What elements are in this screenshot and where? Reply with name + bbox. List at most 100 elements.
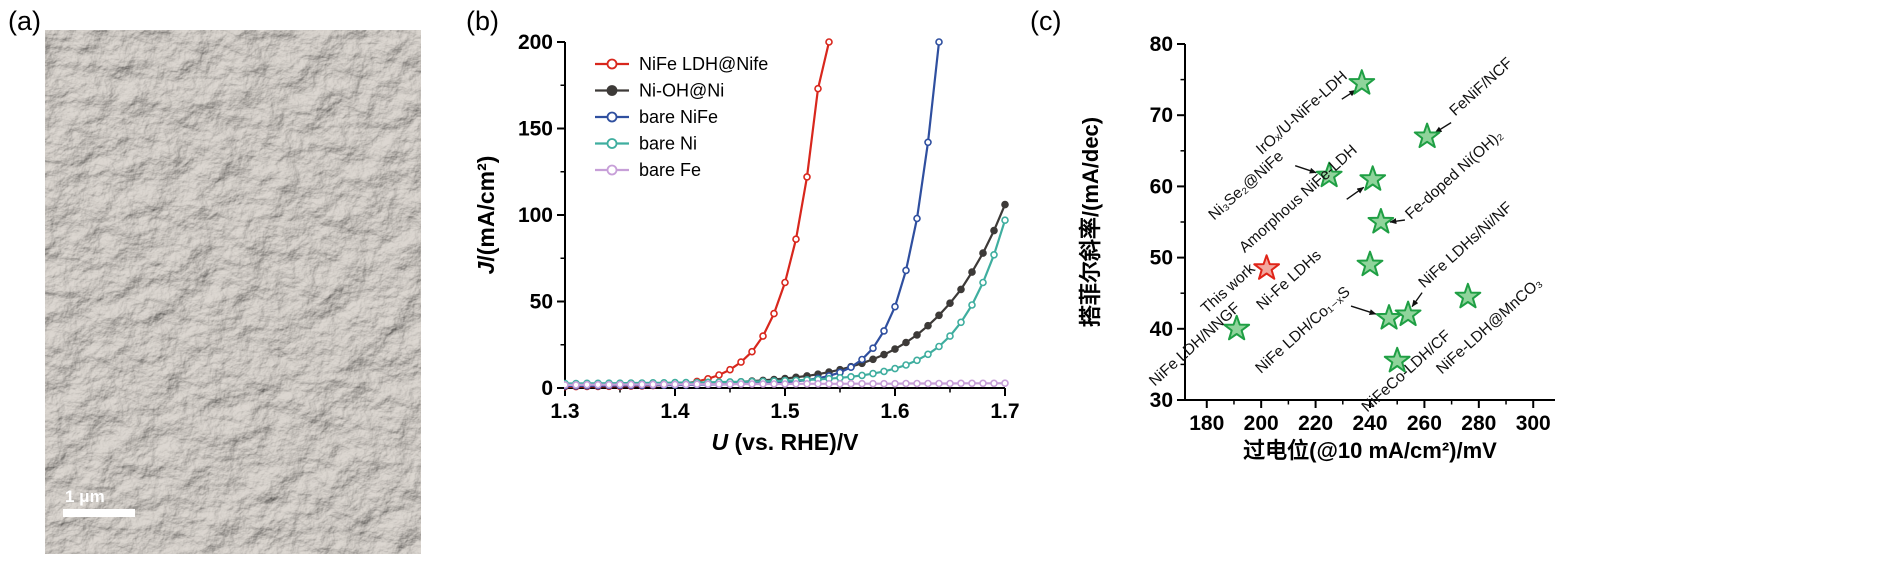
x-tick-label: 240 xyxy=(1352,412,1387,435)
panel-a-label: (a) xyxy=(8,6,41,36)
series-marker xyxy=(649,380,657,389)
series-marker xyxy=(671,380,679,389)
series-marker xyxy=(979,249,987,257)
series-marker xyxy=(946,299,954,308)
series-group xyxy=(564,38,1009,391)
series-marker xyxy=(891,345,899,353)
panel-c-label: (c) xyxy=(1030,6,1062,36)
annotation-arrow xyxy=(1434,122,1452,134)
y-tick-label: 40 xyxy=(1150,318,1173,341)
legend-marker xyxy=(606,111,618,123)
x-tick-label: 1.6 xyxy=(880,400,909,423)
annotation-arrow xyxy=(1389,218,1405,225)
series-marker xyxy=(704,380,712,389)
series-marker xyxy=(1001,379,1009,388)
x-tick-label: 1.5 xyxy=(770,400,800,423)
series-marker xyxy=(748,380,756,388)
series-marker xyxy=(583,380,591,389)
series-marker xyxy=(924,379,932,388)
annotation-arrow xyxy=(1294,165,1317,174)
y-tick-label: 50 xyxy=(1150,247,1173,270)
series-marker xyxy=(869,379,877,388)
series-marker xyxy=(781,278,789,287)
series-marker xyxy=(869,344,877,353)
data-star xyxy=(1223,314,1251,341)
series-marker xyxy=(715,380,723,389)
series-marker xyxy=(814,84,822,93)
series-marker xyxy=(759,380,767,388)
x-tick-label: 300 xyxy=(1516,412,1551,435)
series-marker xyxy=(803,379,811,388)
series-marker xyxy=(1001,216,1009,224)
series-marker xyxy=(572,381,580,389)
data-star xyxy=(1359,165,1387,191)
series-marker xyxy=(891,364,899,373)
data-star xyxy=(1348,69,1376,95)
series-marker xyxy=(825,379,833,388)
series-marker xyxy=(957,318,965,327)
series-marker xyxy=(726,365,734,374)
series-marker xyxy=(748,347,756,356)
series-marker xyxy=(924,138,932,147)
point-label: NiFe LDHs/Ni/NF xyxy=(1415,199,1515,292)
x-axis-title: 过电位(@10 mA/cm²)/mV xyxy=(1243,438,1497,463)
series-marker xyxy=(913,214,921,223)
series-marker xyxy=(836,379,844,388)
series-marker xyxy=(935,342,943,351)
series-marker xyxy=(880,350,888,359)
series-marker xyxy=(869,369,877,378)
legend-label: NiFe LDH@Nife xyxy=(639,54,768,74)
data-star xyxy=(1367,208,1395,234)
series-marker xyxy=(825,38,833,46)
series-marker xyxy=(957,379,965,388)
x-axis-title: U (vs. RHE)/V xyxy=(712,429,860,455)
point-label: FeNiF/NCF xyxy=(1446,55,1516,120)
y-axis-title: J/(mA/cm²) xyxy=(473,156,499,275)
point-label: NiFe LDH/NNGF xyxy=(1146,299,1244,389)
series-marker xyxy=(902,361,910,369)
series-marker xyxy=(605,380,613,389)
series-marker xyxy=(1001,200,1009,209)
annotation-arrow xyxy=(1411,292,1423,308)
series-marker xyxy=(935,38,943,46)
series-marker xyxy=(737,380,745,388)
series-marker xyxy=(990,251,998,259)
scale-bar-label: 1 μm xyxy=(65,487,105,506)
series-marker xyxy=(902,379,910,388)
series-marker xyxy=(792,235,800,243)
series-marker xyxy=(913,356,921,365)
series-marker xyxy=(935,379,943,388)
series-marker xyxy=(880,367,888,376)
series-marker xyxy=(979,278,987,287)
series-marker xyxy=(913,331,921,339)
x-tick-label: 1.3 xyxy=(550,400,579,423)
series-marker xyxy=(979,379,987,388)
series-marker xyxy=(770,309,778,318)
sem-image: 1 μm xyxy=(45,30,421,554)
data-star xyxy=(1383,346,1411,373)
tafel-scatter-chart: 180 200 220 240 260 280 300 30 40 50 60 70 80 过电位(@10… xyxy=(1078,33,1555,463)
legend-marker xyxy=(606,164,618,176)
series-marker xyxy=(891,302,899,311)
this-work-star xyxy=(1253,254,1280,280)
series-marker xyxy=(924,321,932,330)
data-star xyxy=(1315,161,1343,188)
y-tick-label: 50 xyxy=(530,291,553,314)
series-marker xyxy=(564,381,569,389)
panel-b-label: (b) xyxy=(466,6,499,36)
lsv-chart: 1.3 1.4 1.5 1.6 1.7 0 50 100 150 200 U (vs. RHE)/V… xyxy=(473,31,1020,455)
series-marker xyxy=(902,338,910,347)
y-axis-title: 搭菲尔斜率/(mA/dec) xyxy=(1078,117,1103,327)
legend-label: bare NiFe xyxy=(639,107,718,127)
series-marker xyxy=(847,363,855,372)
y-tick-label: 150 xyxy=(518,118,553,141)
legend-label: Ni-OH@Ni xyxy=(639,81,724,101)
series-marker xyxy=(803,173,811,181)
series-marker xyxy=(638,380,646,389)
series-marker xyxy=(594,380,602,389)
x-tick-label: 280 xyxy=(1461,412,1496,435)
x-tick-label: 1.7 xyxy=(990,400,1019,423)
legend-marker xyxy=(606,85,618,96)
annotation-arrow xyxy=(1341,89,1357,100)
